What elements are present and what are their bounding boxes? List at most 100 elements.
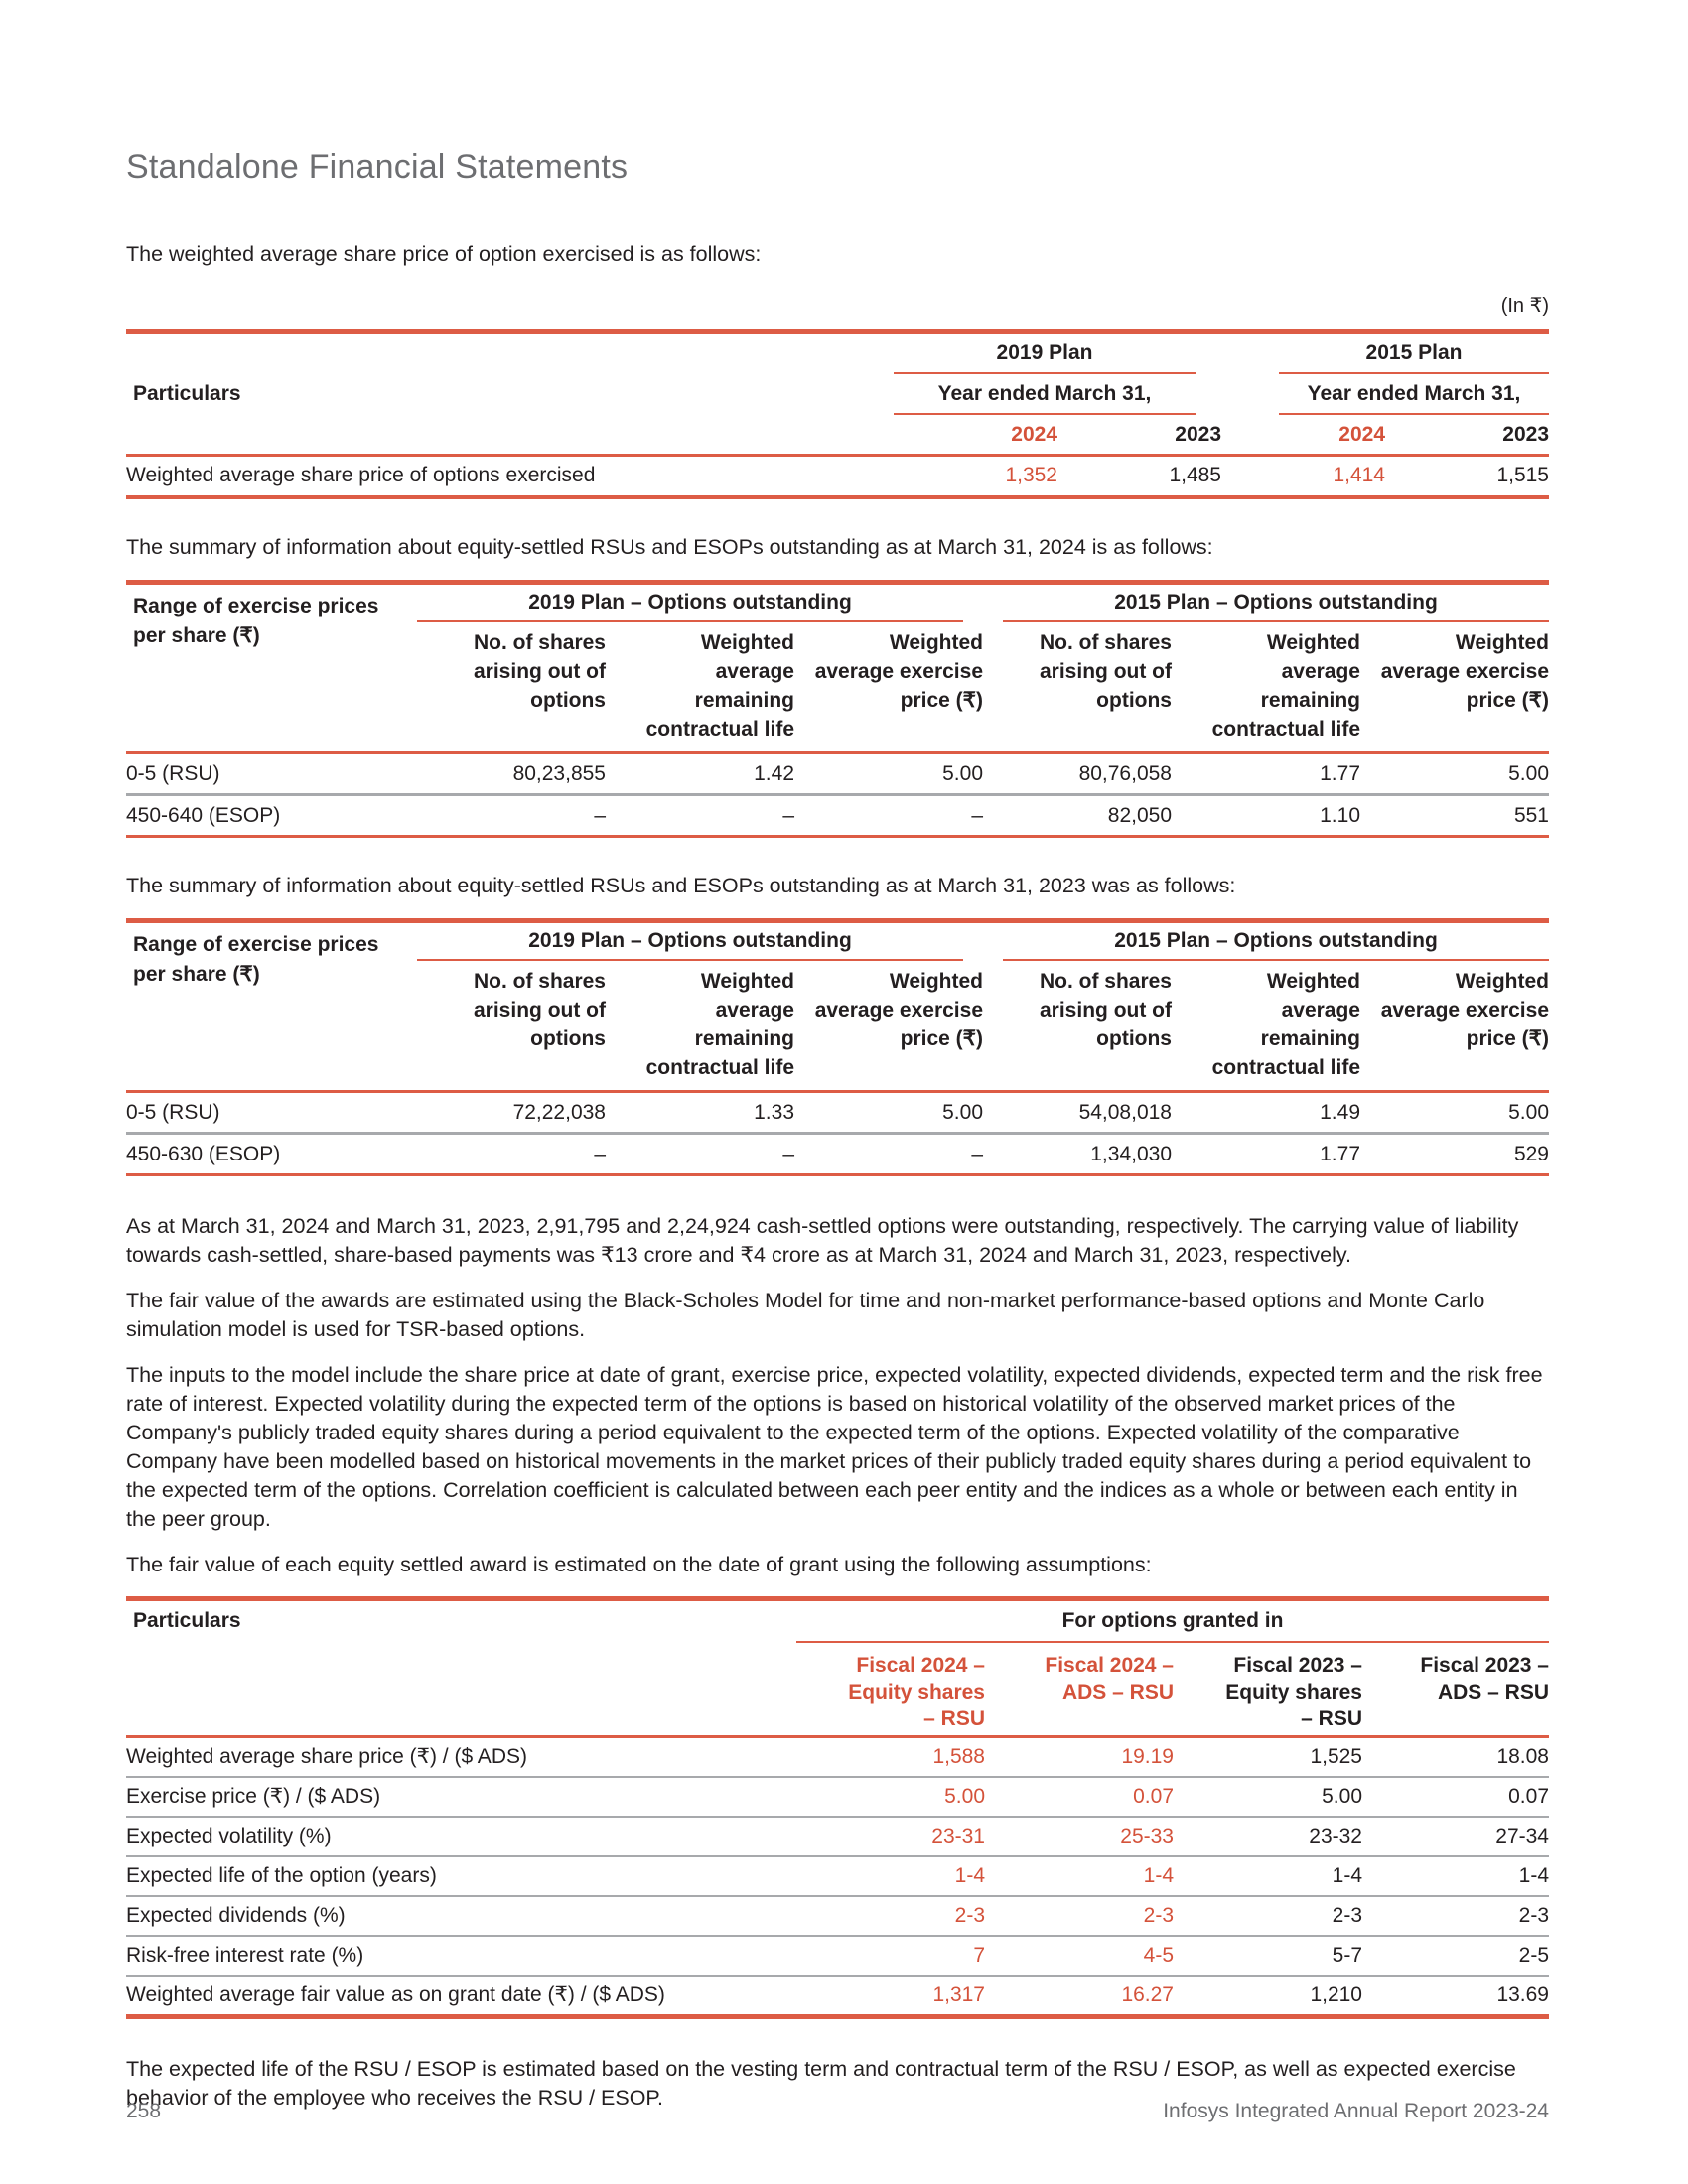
value-cell: 27-34 <box>1495 1825 1549 1847</box>
no-of-shares-header: No. of shares arising out of options <box>1039 631 1172 712</box>
divider <box>126 1855 1549 1857</box>
options-exercised-table: 2019 Plan 2015 Plan Particulars Year end… <box>126 329 1549 499</box>
row-label: Expected volatility (%) <box>126 1825 332 1847</box>
paragraph-expected-life: The expected life of the RSU / ESOP is e… <box>126 2057 1516 2110</box>
value-cell: 5.00 <box>1508 1101 1549 1124</box>
plan-2019-options-header: 2019 Plan – Options outstanding <box>417 923 963 961</box>
page-number: 258 <box>126 2100 162 2122</box>
year-ended-2015-cell: Year ended March 31, <box>1221 374 1549 415</box>
value-cell: 1,34,030 <box>1090 1143 1172 1165</box>
exercise-price-header: Weighted average exercise price (₹) <box>814 631 983 712</box>
divider <box>126 1735 1549 1738</box>
row-label: Weighted average share price of options … <box>126 464 596 486</box>
divider <box>126 1975 1549 1977</box>
particulars-header: Particulars <box>133 1609 241 1632</box>
value-cell: 80,23,855 <box>512 762 606 785</box>
row-label: Weighted average fair value as on grant … <box>126 1983 665 2006</box>
plan-2015-group-cell: 2015 Plan – Options outstanding <box>983 923 1549 961</box>
value-cell: 2-3 <box>1143 1904 1174 1927</box>
table-header: Range of exercise prices per share (₹) 2… <box>126 923 1549 1090</box>
plan-2019-options-header: 2019 Plan – Options outstanding <box>417 585 963 622</box>
value-cell: 1.49 <box>1320 1101 1360 1124</box>
value-cell: 529 <box>1513 1143 1549 1165</box>
row-label: Risk-free interest rate (%) <box>126 1944 364 1967</box>
intro-text: The weighted average share price of opti… <box>126 242 762 266</box>
table-row: 450-640 (ESOP) – – – 82,050 1.10 551 <box>126 796 1549 835</box>
value-cell: 1,485 <box>1169 464 1221 486</box>
page-content: Standalone Financial Statements The weig… <box>126 148 1549 2110</box>
plan-2015-header-cell: 2015 Plan <box>1221 334 1549 374</box>
no-of-shares-header: No. of shares arising out of options <box>1039 970 1172 1050</box>
value-cell: 2-3 <box>1518 1904 1549 1927</box>
period-header-row: Particulars Year ended March 31, Year en… <box>126 374 1549 415</box>
value-cell: 16.27 <box>1121 1983 1174 2006</box>
value-cell: 5.00 <box>944 1785 985 1808</box>
year-ended-2019-label: Year ended March 31, <box>894 374 1196 415</box>
value-cell: 1,588 <box>932 1745 985 1768</box>
plan-2015-options-header: 2015 Plan – Options outstanding <box>1003 585 1549 622</box>
options-granted-header: For options granted in <box>796 1601 1549 1643</box>
no-of-shares-header: No. of shares arising out of options <box>473 631 606 712</box>
value-cell: 1.77 <box>1320 1143 1360 1165</box>
exercise-price-header: Weighted average exercise price (₹) <box>1380 970 1549 1050</box>
year-2024-column: 2024 <box>1011 423 1057 446</box>
divider <box>126 1132 1549 1135</box>
plan-2015-group-cell: 2015 Plan – Options outstanding <box>983 585 1549 622</box>
table-row: Expected volatility (%) 23-31 25-33 23-3… <box>126 1818 1549 1855</box>
table-header: Range of exercise prices per share (₹) 2… <box>126 585 1549 751</box>
remaining-life-header: Weighted average remaining contractual l… <box>1211 631 1360 741</box>
value-cell: 2-3 <box>1332 1904 1362 1927</box>
divider <box>126 751 1549 754</box>
year-2023-column: 2023 <box>1175 423 1221 446</box>
table-row: Expected dividends (%) 2-3 2-3 2-3 2-3 <box>126 1897 1549 1935</box>
value-cell: 25-33 <box>1120 1825 1174 1847</box>
value-cell: 0.07 <box>1508 1785 1549 1808</box>
value-cell: 1,210 <box>1310 1983 1362 2006</box>
value-cell: 1,414 <box>1333 464 1385 486</box>
no-of-shares-header: No. of shares arising out of options <box>473 970 606 1050</box>
value-cell: 72,22,038 <box>512 1101 606 1124</box>
row-label: 450-640 (ESOP) <box>126 804 281 827</box>
value-cell: 1-4 <box>1143 1864 1174 1887</box>
year-2023-column: 2023 <box>1502 423 1549 446</box>
value-cell: 1.42 <box>754 762 794 785</box>
currency-note: (In ₹) <box>1500 295 1549 317</box>
value-cell: 1,352 <box>1005 464 1057 486</box>
plan-2015-header: 2015 Plan <box>1279 334 1549 374</box>
summary-2024-text: The summary of information about equity-… <box>126 535 1213 559</box>
value-cell: 1-4 <box>1332 1864 1362 1887</box>
value-cell: 2-5 <box>1518 1944 1549 1967</box>
fiscal-2024-ads-rsu-header: Fiscal 2024 – ADS – RSU <box>1045 1654 1174 1704</box>
value-cell: 1.77 <box>1320 762 1360 785</box>
value-cell: 82,050 <box>1107 804 1172 827</box>
table-row: Weighted average share price of options … <box>126 457 1549 495</box>
paragraph-model-inputs: The inputs to the model include the shar… <box>126 1363 1543 1531</box>
divider <box>126 1816 1549 1818</box>
value-cell: 23-31 <box>931 1825 985 1847</box>
plan-2015-options-header: 2015 Plan – Options outstanding <box>1003 923 1549 961</box>
value-cell: 19.19 <box>1121 1745 1174 1768</box>
row-label: Expected dividends (%) <box>126 1904 346 1927</box>
spacer-cell <box>126 415 894 454</box>
remaining-life-header: Weighted average remaining contractual l… <box>1211 970 1360 1079</box>
year-ended-2015-label: Year ended March 31, <box>1279 374 1549 415</box>
value-cell: 2-3 <box>954 1904 985 1927</box>
remaining-life-header: Weighted average remaining contractual l… <box>645 631 794 741</box>
assumptions-table: Particulars For options granted in Fisca… <box>126 1596 1549 2019</box>
divider <box>126 1935 1549 1937</box>
table-row: 0-5 (RSU) 80,23,855 1.42 5.00 80,76,058 … <box>126 754 1549 793</box>
outstanding-2024-table: Range of exercise prices per share (₹) 2… <box>126 580 1549 838</box>
row-label: 450-630 (ESOP) <box>126 1143 281 1165</box>
row-label: 0-5 (RSU) <box>126 762 220 785</box>
table-row: Weighted average share price (₹) / ($ AD… <box>126 1738 1549 1776</box>
value-cell: 54,08,018 <box>1078 1101 1172 1124</box>
row-label: Weighted average share price (₹) / ($ AD… <box>126 1745 527 1768</box>
value-cell: 1,515 <box>1496 464 1549 486</box>
divider <box>126 454 1549 457</box>
value-cell: 1-4 <box>954 1864 985 1887</box>
value-cell: – <box>594 1143 606 1165</box>
fiscal-2023-ads-rsu-header: Fiscal 2023 – ADS – RSU <box>1420 1654 1549 1704</box>
range-of-exercise-prices-header: Range of exercise prices per share (₹) <box>133 595 379 647</box>
remaining-life-header: Weighted average remaining contractual l… <box>645 970 794 1079</box>
table-row: 450-630 (ESOP) – – – 1,34,030 1.77 529 <box>126 1135 1549 1173</box>
